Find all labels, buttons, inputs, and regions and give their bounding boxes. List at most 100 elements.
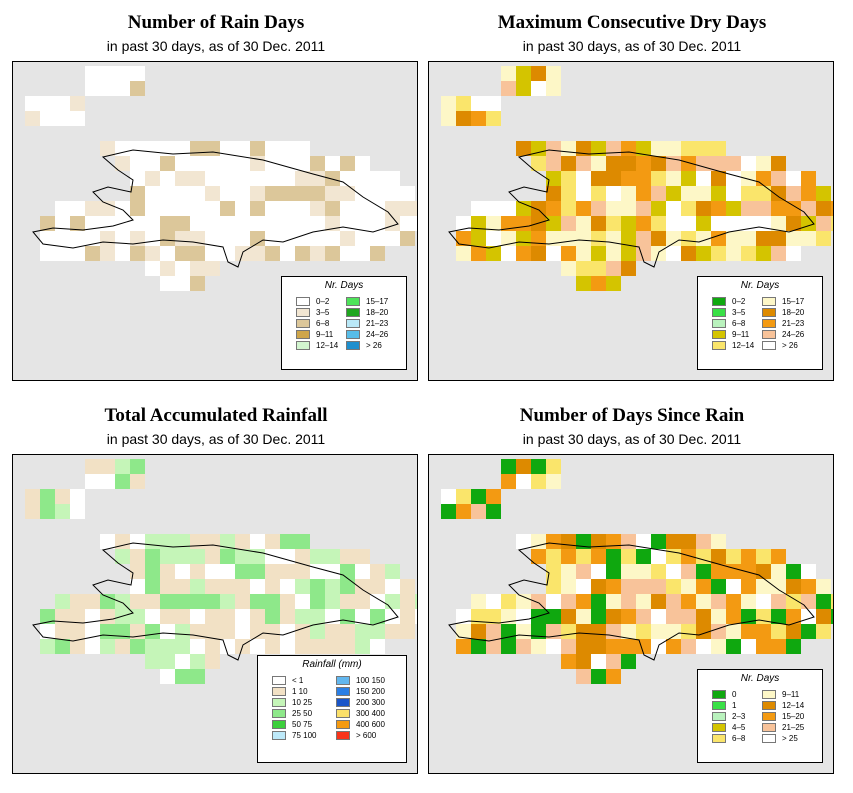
grid-cell bbox=[456, 246, 471, 261]
grid-cell bbox=[325, 156, 340, 171]
grid-cell bbox=[25, 96, 40, 111]
grid-cell bbox=[666, 564, 681, 579]
grid-cell bbox=[651, 186, 666, 201]
grid-cell bbox=[741, 156, 756, 171]
legend-swatch bbox=[712, 330, 726, 339]
grid-cell bbox=[696, 549, 711, 564]
grid-cell bbox=[771, 564, 786, 579]
legend-item: 0–2 bbox=[296, 297, 329, 306]
grid-cell bbox=[295, 564, 310, 579]
grid-cell bbox=[696, 609, 711, 624]
grid-cell bbox=[636, 534, 651, 549]
grid-cell bbox=[771, 594, 786, 609]
grid-cell bbox=[546, 216, 561, 231]
grid-cell bbox=[310, 156, 325, 171]
grid-cell bbox=[370, 186, 385, 201]
grid-cell bbox=[546, 609, 561, 624]
grid-cell bbox=[145, 231, 160, 246]
grid-cell bbox=[325, 564, 340, 579]
grid-cell bbox=[711, 141, 726, 156]
grid-cell bbox=[70, 594, 85, 609]
grid-cell bbox=[471, 111, 486, 126]
legend-label: 15–17 bbox=[782, 297, 805, 306]
legend-label: 21–25 bbox=[782, 723, 805, 732]
legend-swatch bbox=[762, 723, 776, 732]
grid-cell bbox=[546, 594, 561, 609]
grid-cell bbox=[85, 609, 100, 624]
grid-cell bbox=[355, 564, 370, 579]
grid-cell bbox=[681, 231, 696, 246]
grid-cell bbox=[786, 564, 801, 579]
grid-cell bbox=[145, 534, 160, 549]
grid-cell bbox=[681, 594, 696, 609]
grid-cell bbox=[175, 669, 190, 684]
grid-cell bbox=[486, 609, 501, 624]
legend-swatch bbox=[762, 297, 776, 306]
legend-label: 24–26 bbox=[366, 330, 389, 339]
grid-cell bbox=[471, 639, 486, 654]
grid-cell bbox=[220, 201, 235, 216]
grid-cell bbox=[175, 216, 190, 231]
grid-cell bbox=[771, 171, 786, 186]
grid-cell bbox=[265, 231, 280, 246]
grid-cell bbox=[130, 156, 145, 171]
grid-cell bbox=[531, 534, 546, 549]
grid-cell bbox=[456, 639, 471, 654]
grid-cell bbox=[190, 276, 205, 291]
grid-cell bbox=[295, 579, 310, 594]
grid-cell bbox=[456, 624, 471, 639]
grid-cell bbox=[501, 609, 516, 624]
grid-cell bbox=[85, 216, 100, 231]
legend-label: 15–20 bbox=[782, 712, 805, 721]
grid-cell bbox=[355, 579, 370, 594]
grid-cell bbox=[115, 639, 130, 654]
grid-cell bbox=[145, 549, 160, 564]
grid-cell bbox=[115, 474, 130, 489]
grid-cell bbox=[741, 201, 756, 216]
grid-cell bbox=[711, 246, 726, 261]
legend-swatch bbox=[712, 723, 726, 732]
grid-cell bbox=[400, 231, 415, 246]
grid-cell bbox=[696, 639, 711, 654]
grid-cell bbox=[340, 186, 355, 201]
grid-cell bbox=[561, 564, 576, 579]
grid-cell bbox=[576, 186, 591, 201]
grid-cell bbox=[501, 246, 516, 261]
legend-label: 75 100 bbox=[292, 731, 317, 740]
grid-cell bbox=[340, 231, 355, 246]
grid-cell bbox=[471, 624, 486, 639]
grid-cell bbox=[235, 201, 250, 216]
grid-cell bbox=[235, 564, 250, 579]
grid-cell bbox=[325, 171, 340, 186]
grid-cell bbox=[340, 171, 355, 186]
grid-cell bbox=[591, 639, 606, 654]
grid-cell bbox=[711, 579, 726, 594]
legend-swatch bbox=[712, 690, 726, 699]
grid-cell bbox=[501, 474, 516, 489]
grid-cell bbox=[486, 639, 501, 654]
grid-cell bbox=[591, 156, 606, 171]
legend-item: 0 bbox=[712, 690, 736, 699]
grid-cell bbox=[741, 609, 756, 624]
grid-cell bbox=[651, 549, 666, 564]
grid-cell bbox=[546, 231, 561, 246]
grid-cell bbox=[115, 246, 130, 261]
grid-cell bbox=[591, 171, 606, 186]
grid-cell bbox=[561, 246, 576, 261]
grid-cell bbox=[280, 639, 295, 654]
legend-title: Nr. Days bbox=[740, 280, 780, 291]
grid-cell bbox=[160, 564, 175, 579]
grid-cell bbox=[651, 156, 666, 171]
grid-cell bbox=[55, 504, 70, 519]
grid-cell bbox=[175, 156, 190, 171]
grid-cell bbox=[546, 534, 561, 549]
grid-cell bbox=[145, 156, 160, 171]
grid-cell bbox=[516, 246, 531, 261]
grid-cell bbox=[546, 141, 561, 156]
panel-title: Total Accumulated Rainfall bbox=[104, 405, 328, 426]
grid-cell bbox=[726, 594, 741, 609]
grid-cell bbox=[100, 594, 115, 609]
grid-cell bbox=[756, 639, 771, 654]
grid-cell bbox=[651, 141, 666, 156]
grid-cell bbox=[771, 609, 786, 624]
